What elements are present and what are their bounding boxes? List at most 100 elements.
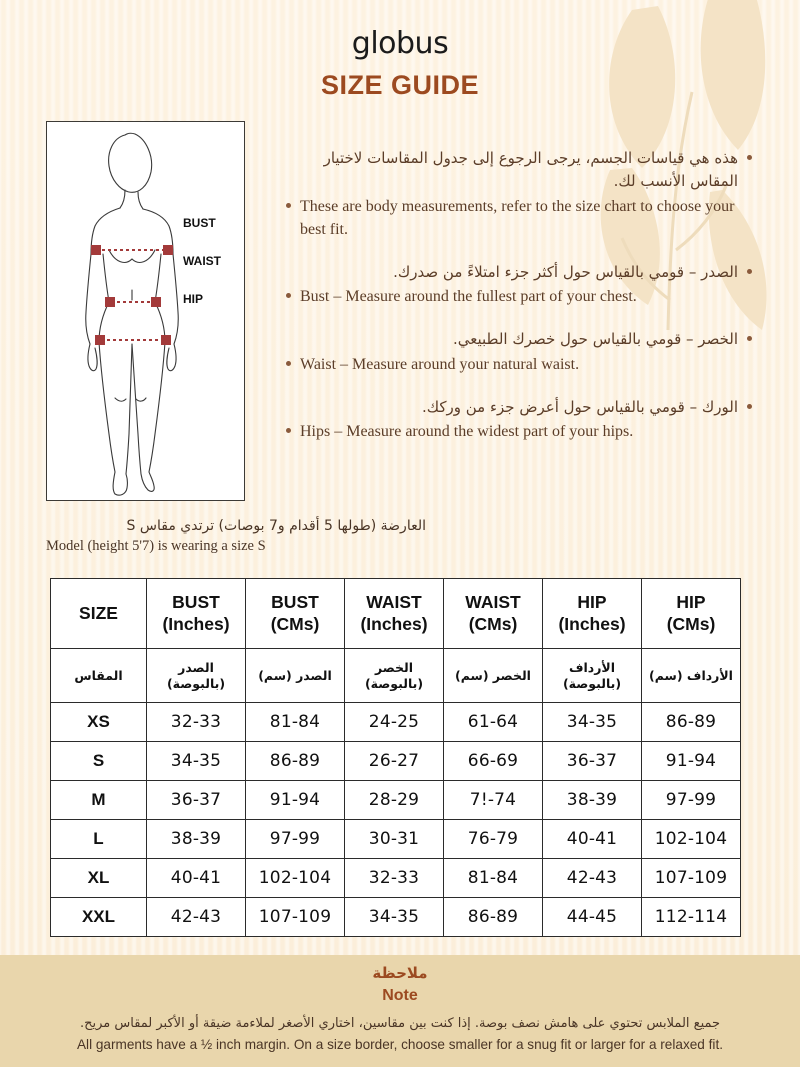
table-row: XS 32-33 81-84 24-25 61-64 34-35 86-89 <box>50 702 741 742</box>
bullet-english-1: Bust – Measure around the fullest part o… <box>286 285 752 308</box>
bullet-dot-icon <box>286 202 291 208</box>
cell-hip-cm: 86-89 <box>641 702 741 742</box>
header-line1: BUST <box>172 592 220 613</box>
cell-hip-cm: 102-104 <box>641 819 741 859</box>
footer-note-section: ملاحظة Note جميع الملابس تحتوي على هامش … <box>0 955 800 1067</box>
header-line2: (Inches) <box>360 613 428 634</box>
bullet-group-2: الخصر – قومي بالقياس حول خصرك الطبيعي. W… <box>286 328 752 375</box>
cell-hip-in: 34-35 <box>542 702 642 742</box>
cell-size: M <box>50 780 147 820</box>
bullet-text: هذه هي قياسات الجسم، يرجى الرجوع إلى جدو… <box>323 149 738 191</box>
cell-hip-cm: 112-114 <box>641 897 741 937</box>
cell-waist-cm: 66-69 <box>443 741 543 781</box>
cell-waist-in: 28-29 <box>344 780 444 820</box>
cell-waist-in: 26-27 <box>344 741 444 781</box>
cell-bust-cm: 86-89 <box>245 741 345 781</box>
bullet-english-3: Hips – Measure around the widest part of… <box>286 420 752 443</box>
column-header-waist-cms: WAIST (CMs) <box>443 578 543 649</box>
bullet-text: الصدر – قومي بالقياس حول أكثر جزء امتلاء… <box>393 262 738 281</box>
bullet-dot-icon <box>747 268 752 274</box>
column-header-ar-hip-inches: الأرداف (بالبوصة) <box>542 648 642 703</box>
cell-size: L <box>50 819 147 859</box>
column-header-bust-inches: BUST (Inches) <box>146 578 246 649</box>
model-caption-arabic: العارضة (طولها 5 أقدام و7 بوصات) ترتدي م… <box>126 518 426 534</box>
cell-waist-cm: 81-84 <box>443 858 543 898</box>
cell-hip-in: 40-41 <box>542 819 642 859</box>
size-chart-table: SIZE BUST (Inches) BUST (CMs) WAIST (Inc… <box>50 578 741 937</box>
cell-bust-in: 36-37 <box>146 780 246 820</box>
note-heading-english: Note <box>382 986 418 1004</box>
bullet-text: Waist – Measure around your natural wais… <box>300 355 580 373</box>
table-row: XXL 42-43 107-109 34-35 86-89 44-45 112-… <box>50 897 741 937</box>
table-row: S 34-35 86-89 26-27 66-69 36-37 91-94 <box>50 741 741 781</box>
header-line2: (CMs) <box>270 613 320 634</box>
table-header-row-arabic: المقاس الصدر (بالبوصة) الصدر (سم) الخصر … <box>50 648 741 703</box>
cell-bust-cm: 91-94 <box>245 780 345 820</box>
note-heading-arabic: ملاحظة <box>372 964 428 982</box>
cell-bust-cm: 81-84 <box>245 702 345 742</box>
brand-logo: globus <box>351 26 449 61</box>
bullet-dot-icon <box>747 336 752 342</box>
bullet-text: These are body measurements, refer to th… <box>300 197 735 238</box>
cell-waist-cm: 61-64 <box>443 702 543 742</box>
column-header-bust-cms: BUST (CMs) <box>245 578 345 649</box>
column-header-ar-hip-cms: الأرداف (سم) <box>641 648 741 703</box>
bullet-text: Hips – Measure around the widest part of… <box>300 423 634 440</box>
hip-label: HIP <box>183 292 204 306</box>
cell-hip-in: 42-43 <box>542 858 642 898</box>
page-title: SIZE GUIDE <box>320 70 480 100</box>
waist-label: WAIST <box>183 254 221 268</box>
bullet-dot-icon <box>286 293 291 299</box>
cell-hip-cm: 97-99 <box>641 780 741 820</box>
cell-waist-cm: 76-79 <box>443 819 543 859</box>
table-header-row-english: SIZE BUST (Inches) BUST (CMs) WAIST (Inc… <box>50 578 741 649</box>
header-line1: WAIST <box>465 592 521 613</box>
cell-waist-cm: 86-89 <box>443 897 543 937</box>
note-body-english: All garments have a ½ inch margin. On a … <box>76 1037 723 1053</box>
waist-measure-line <box>105 297 161 307</box>
bullet-english-0: These are body measurements, refer to th… <box>286 195 752 241</box>
note-body-arabic: جميع الملابس تحتوي على هامش نصف بوصة. إذ… <box>79 1016 721 1032</box>
bullet-dot-icon <box>747 155 752 160</box>
bullet-dot-icon <box>747 403 752 409</box>
column-header-ar-waist-cms: الخصر (سم) <box>443 648 543 703</box>
cell-bust-in: 40-41 <box>146 858 246 898</box>
cell-bust-in: 34-35 <box>146 741 246 781</box>
bullet-arabic-1: الصدر – قومي بالقياس حول أكثر جزء امتلاء… <box>286 261 752 284</box>
column-header-hip-inches: HIP (Inches) <box>542 578 642 649</box>
header-line1: SIZE <box>79 602 118 623</box>
column-header-hip-cms: HIP (CMs) <box>641 578 741 649</box>
measurement-instructions: هذه هي قياسات الجسم، يرجى الرجوع إلى جدو… <box>286 147 752 444</box>
table-row: XL 40-41 102-104 32-33 81-84 42-43 107-1… <box>50 858 741 898</box>
bullet-arabic-0: هذه هي قياسات الجسم، يرجى الرجوع إلى جدو… <box>286 147 752 194</box>
cell-bust-in: 32-33 <box>146 702 246 742</box>
cell-waist-in: 32-33 <box>344 858 444 898</box>
bullet-dot-icon <box>286 360 291 366</box>
header-line2: (CMs) <box>468 613 518 634</box>
cell-waist-in: 24-25 <box>344 702 444 742</box>
bullet-text: الورك – قومي بالقياس حول أعرض جزء من ورك… <box>421 397 738 416</box>
bust-measure-line <box>91 245 173 255</box>
cell-size: XL <box>50 858 147 898</box>
bullet-arabic-3: الورك – قومي بالقياس حول أعرض جزء من ورك… <box>286 396 752 419</box>
cell-waist-in: 30-31 <box>344 819 444 859</box>
bullet-text: الخصر – قومي بالقياس حول خصرك الطبيعي. <box>452 330 738 349</box>
cell-size: XS <box>50 702 147 742</box>
cell-waist-in: 34-35 <box>344 897 444 937</box>
column-header-waist-inches: WAIST (Inches) <box>344 578 444 649</box>
cell-hip-cm: 107-109 <box>641 858 741 898</box>
header-line1: BUST <box>271 592 319 613</box>
bust-label: BUST <box>183 216 216 230</box>
table-row: M 36-37 91-94 28-29 7!-74 38-39 97-99 <box>50 780 741 820</box>
header-line2: (Inches) <box>558 613 626 634</box>
cell-waist-cm: 7!-74 <box>443 780 543 820</box>
column-header-ar-waist-inches: الخصر (بالبوصة) <box>344 648 444 703</box>
header-line2: (Inches) <box>162 613 230 634</box>
cell-hip-in: 44-45 <box>542 897 642 937</box>
cell-bust-in: 42-43 <box>146 897 246 937</box>
hip-measure-line <box>95 335 171 345</box>
cell-size: XXL <box>50 897 147 937</box>
bullet-dot-icon <box>286 428 291 433</box>
cell-hip-in: 36-37 <box>542 741 642 781</box>
